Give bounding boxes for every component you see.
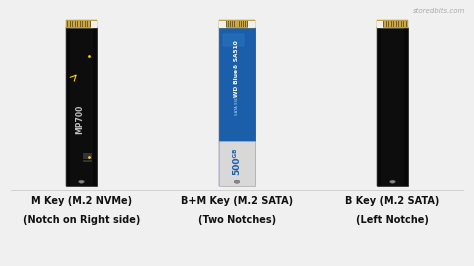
Bar bbox=[220, 21, 221, 27]
Text: B Key (M.2 SATA): B Key (M.2 SATA) bbox=[346, 196, 440, 206]
Bar bbox=[83, 160, 92, 162]
Bar bbox=[219, 20, 255, 28]
Bar bbox=[69, 21, 70, 27]
Text: SATA SSD: SATA SSD bbox=[235, 96, 239, 115]
Circle shape bbox=[390, 180, 395, 183]
Bar bbox=[67, 21, 68, 27]
Text: (Left Notche): (Left Notche) bbox=[356, 215, 429, 225]
Bar bbox=[247, 21, 248, 27]
Bar bbox=[249, 21, 250, 27]
Bar bbox=[73, 21, 74, 27]
Bar bbox=[243, 21, 244, 27]
Bar bbox=[239, 21, 240, 27]
Bar bbox=[232, 21, 233, 27]
Bar bbox=[388, 21, 389, 27]
Bar bbox=[228, 21, 229, 27]
Bar bbox=[219, 142, 255, 186]
Bar bbox=[377, 28, 381, 186]
Bar bbox=[83, 21, 84, 27]
Bar bbox=[377, 21, 383, 28]
Bar bbox=[65, 27, 98, 186]
Bar bbox=[83, 153, 92, 156]
Bar bbox=[400, 21, 401, 27]
Bar bbox=[219, 21, 226, 28]
Bar bbox=[75, 21, 76, 27]
Bar bbox=[404, 28, 408, 186]
Bar bbox=[85, 21, 86, 27]
Bar bbox=[380, 21, 381, 27]
Bar bbox=[383, 21, 384, 27]
Bar bbox=[90, 21, 91, 27]
Bar bbox=[253, 21, 254, 27]
Bar bbox=[245, 21, 246, 27]
Bar bbox=[241, 21, 242, 27]
Bar bbox=[378, 21, 379, 27]
Bar bbox=[219, 28, 255, 142]
Text: storedbits.com: storedbits.com bbox=[413, 8, 465, 14]
Circle shape bbox=[234, 180, 240, 183]
Bar bbox=[93, 28, 97, 186]
Bar bbox=[386, 21, 387, 27]
Bar bbox=[223, 34, 244, 46]
Bar bbox=[398, 21, 399, 27]
Bar bbox=[66, 20, 97, 28]
Bar bbox=[376, 27, 409, 186]
Bar bbox=[393, 21, 394, 27]
Bar bbox=[95, 21, 96, 27]
Bar bbox=[70, 21, 71, 27]
Bar bbox=[236, 21, 237, 27]
Bar bbox=[222, 21, 223, 27]
Text: M Key (M.2 NVMe): M Key (M.2 NVMe) bbox=[31, 196, 132, 206]
Bar bbox=[226, 21, 227, 27]
Bar bbox=[251, 21, 252, 27]
Text: (Two Notches): (Two Notches) bbox=[198, 215, 276, 225]
Bar bbox=[224, 21, 225, 27]
Text: B+M Key (M.2 SATA): B+M Key (M.2 SATA) bbox=[181, 196, 293, 206]
Bar bbox=[234, 21, 235, 27]
Text: WD Blue® SA510: WD Blue® SA510 bbox=[235, 40, 239, 97]
Bar bbox=[377, 20, 408, 28]
Bar bbox=[377, 28, 408, 186]
Bar bbox=[406, 21, 407, 27]
Bar bbox=[66, 28, 70, 186]
Bar bbox=[390, 21, 391, 27]
Bar bbox=[91, 21, 97, 28]
Bar bbox=[72, 21, 73, 27]
Bar bbox=[404, 21, 405, 27]
Bar bbox=[394, 21, 395, 27]
Bar bbox=[87, 21, 88, 27]
Bar bbox=[80, 21, 81, 27]
Text: 500ᴳᴮ: 500ᴳᴮ bbox=[233, 148, 241, 175]
Text: (Notch on Right side): (Notch on Right side) bbox=[23, 215, 140, 225]
Circle shape bbox=[79, 180, 84, 183]
Bar bbox=[93, 21, 94, 27]
Bar bbox=[79, 21, 80, 27]
Bar bbox=[83, 156, 92, 159]
Bar bbox=[237, 21, 238, 27]
Bar bbox=[248, 21, 255, 28]
Bar bbox=[77, 21, 78, 27]
Bar bbox=[403, 21, 404, 27]
Text: MP700: MP700 bbox=[75, 105, 84, 134]
Bar bbox=[396, 21, 397, 27]
Bar bbox=[218, 27, 256, 186]
Bar bbox=[401, 21, 402, 27]
Bar bbox=[66, 28, 97, 186]
Bar bbox=[230, 21, 231, 27]
